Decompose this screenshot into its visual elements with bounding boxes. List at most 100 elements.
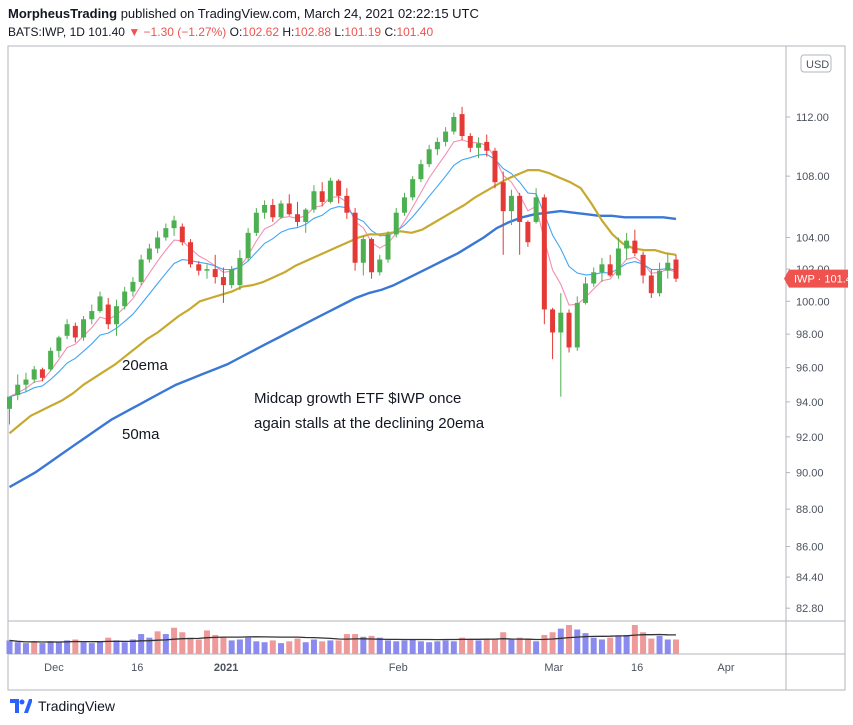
x-tick-label-5: 16 (631, 662, 643, 674)
candle-body (97, 296, 103, 312)
publisher-info: published on TradingView.com, March 24, … (120, 6, 479, 21)
candle-body (640, 254, 646, 276)
volume-bar (434, 641, 441, 654)
volume-bar (343, 634, 350, 654)
y-tick-label-7: 94.00 (796, 397, 824, 409)
price-tag-label: IWP · 101.40 (794, 274, 853, 286)
volume-bar (385, 640, 392, 654)
volume-bar (105, 637, 112, 654)
change-value: −1.30 (−1.27%) (143, 25, 227, 39)
volume-bar (409, 639, 416, 654)
candle-body (253, 212, 259, 233)
candle-body (615, 248, 621, 276)
volume-bar (368, 635, 375, 654)
candle-body (212, 269, 218, 278)
candle-body (56, 337, 62, 351)
currency-box[interactable] (800, 54, 832, 73)
symbol-label[interactable]: BATS:IWP, 1D (8, 25, 85, 39)
volume-bar (154, 631, 161, 654)
volume-bar (80, 642, 87, 654)
volume-bar (245, 637, 252, 654)
candle-body (607, 264, 613, 276)
candle-body (188, 242, 194, 265)
candle-body (278, 203, 284, 218)
volume-bar (640, 632, 647, 654)
close-label: C: (384, 25, 397, 39)
candle-body (673, 259, 679, 279)
y-tick-label-5: 98.00 (796, 329, 824, 341)
candle-body (138, 259, 144, 282)
candle-body (624, 240, 630, 249)
volume-bar (500, 632, 507, 654)
candle-body (130, 281, 136, 292)
volume-bar (278, 643, 285, 654)
open-label: O: (229, 25, 243, 39)
volume-bar (203, 630, 210, 654)
candle-body (401, 197, 407, 213)
candle-body (426, 149, 432, 165)
volume-bar (623, 634, 630, 654)
candle-body (657, 270, 663, 294)
price-tag (784, 269, 848, 288)
chart-frame (7, 45, 846, 691)
y-tick-label-10: 88.00 (796, 504, 824, 516)
candle-body (344, 195, 350, 213)
y-tick-label-4: 100.00 (796, 296, 830, 308)
candle-body (574, 302, 580, 348)
volume-bar (533, 641, 540, 654)
volume-bar (31, 641, 38, 654)
candle-body (303, 209, 309, 222)
candle-body (484, 141, 490, 151)
volume-bar (187, 637, 194, 654)
candle-body (105, 304, 111, 325)
high-label: H: (282, 25, 295, 39)
candle-body (81, 319, 87, 338)
candle-body (122, 291, 128, 307)
open-value: 102.62 (242, 25, 279, 39)
candle-body (113, 306, 119, 325)
volume-bar (524, 638, 531, 654)
volume-bar (442, 640, 449, 654)
volume-bar (401, 640, 408, 654)
candle-body (15, 384, 21, 395)
volume-bar (426, 642, 433, 654)
y-tick-label-0: 112.00 (796, 112, 829, 124)
volume-bar (269, 640, 276, 654)
volume-bar (574, 629, 581, 654)
publisher-user[interactable]: MorpheusTrading (8, 6, 118, 21)
ohlc-line: BATS:IWP, 1D 101.40 ▼ −1.30 (−1.27%) O:1… (8, 25, 433, 39)
y-tick-label-1: 108.00 (796, 171, 830, 183)
candle-body (533, 197, 539, 222)
volume-bar (557, 628, 564, 654)
candle-body (270, 205, 276, 218)
candle-body (237, 257, 243, 286)
volume-bar (97, 641, 104, 654)
x-tick-label-3: Feb (389, 662, 408, 674)
ma50-line (8, 209, 677, 489)
ema-mid-line (9, 153, 677, 398)
y-tick-label-13: 82.80 (796, 603, 824, 615)
tradingview-logo[interactable]: TradingView (10, 696, 115, 716)
volume-bar (491, 639, 498, 654)
candle-body (385, 234, 391, 260)
candle-body (599, 264, 605, 273)
volume-bar (253, 641, 260, 654)
y-tick-label-12: 84.40 (796, 572, 824, 584)
volume-bar (607, 637, 614, 654)
ema20-line (8, 169, 677, 435)
last-price: 101.40 (88, 25, 125, 39)
volume-bar (376, 637, 383, 654)
publisher-line: MorpheusTrading published on TradingView… (8, 6, 479, 21)
volume-bar (335, 640, 342, 654)
volume-bar (598, 639, 605, 654)
candle-body (229, 269, 235, 286)
volume-bar (327, 640, 334, 654)
candle-body (7, 396, 12, 409)
volume-bar (286, 641, 293, 654)
volume-bar (195, 639, 202, 654)
volume-bar (656, 635, 663, 654)
ema-fast-line (9, 139, 677, 398)
candle-body (558, 312, 564, 333)
candle-body (418, 164, 424, 180)
